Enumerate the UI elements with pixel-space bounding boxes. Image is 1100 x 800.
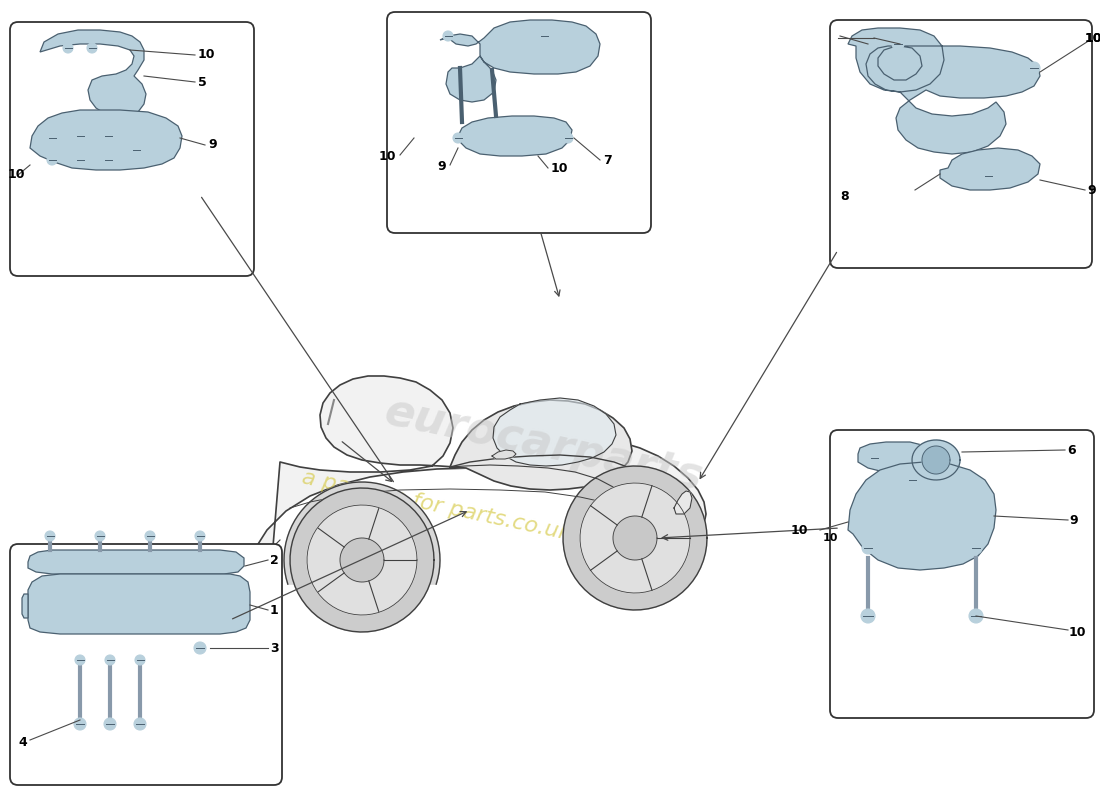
- Text: 8: 8: [840, 190, 848, 203]
- Circle shape: [195, 531, 205, 541]
- Circle shape: [75, 155, 85, 165]
- Circle shape: [862, 542, 874, 554]
- Polygon shape: [307, 505, 417, 615]
- Text: 9: 9: [1069, 514, 1078, 526]
- Text: 10: 10: [823, 533, 838, 543]
- Circle shape: [104, 655, 116, 665]
- FancyBboxPatch shape: [10, 544, 282, 785]
- Circle shape: [539, 31, 549, 41]
- FancyBboxPatch shape: [830, 20, 1092, 268]
- Polygon shape: [613, 516, 657, 560]
- Circle shape: [75, 655, 85, 665]
- Text: eurocarparts: eurocarparts: [379, 390, 706, 499]
- Polygon shape: [922, 446, 950, 474]
- Polygon shape: [580, 483, 690, 593]
- Circle shape: [103, 131, 113, 141]
- Circle shape: [45, 531, 55, 541]
- Text: 7: 7: [603, 154, 612, 167]
- Polygon shape: [848, 28, 1040, 154]
- Polygon shape: [340, 538, 384, 582]
- FancyBboxPatch shape: [830, 430, 1094, 718]
- Text: 9: 9: [208, 138, 217, 151]
- Circle shape: [892, 38, 904, 50]
- Circle shape: [453, 133, 463, 143]
- Circle shape: [145, 531, 155, 541]
- Polygon shape: [40, 30, 146, 116]
- Text: 9: 9: [1087, 183, 1096, 197]
- Circle shape: [47, 155, 57, 165]
- Text: 10: 10: [791, 523, 808, 537]
- Circle shape: [983, 171, 993, 181]
- Polygon shape: [848, 462, 996, 570]
- FancyBboxPatch shape: [387, 12, 651, 233]
- Text: 10: 10: [8, 169, 25, 182]
- Circle shape: [970, 542, 982, 554]
- Circle shape: [1028, 62, 1040, 74]
- Circle shape: [75, 131, 85, 141]
- Polygon shape: [30, 110, 182, 170]
- Text: 10: 10: [1085, 31, 1100, 45]
- Text: 4: 4: [18, 735, 26, 749]
- Text: 10: 10: [551, 162, 569, 174]
- Circle shape: [103, 155, 113, 165]
- Circle shape: [908, 475, 917, 485]
- Circle shape: [47, 133, 57, 143]
- Text: 10: 10: [1069, 626, 1087, 638]
- Text: 1: 1: [270, 603, 278, 617]
- Text: 3: 3: [270, 642, 278, 654]
- Polygon shape: [240, 376, 706, 655]
- Polygon shape: [940, 148, 1040, 190]
- Polygon shape: [440, 20, 600, 102]
- Circle shape: [861, 609, 875, 623]
- Circle shape: [131, 145, 141, 155]
- Circle shape: [563, 133, 573, 143]
- Polygon shape: [674, 491, 692, 514]
- Circle shape: [87, 43, 97, 53]
- Circle shape: [134, 718, 146, 730]
- Polygon shape: [290, 488, 434, 632]
- Text: a passion for parts.co.uk: a passion for parts.co.uk: [300, 467, 573, 544]
- Circle shape: [443, 31, 453, 41]
- Circle shape: [74, 718, 86, 730]
- Polygon shape: [858, 442, 934, 472]
- Circle shape: [135, 655, 145, 665]
- Text: 9: 9: [438, 161, 446, 174]
- Polygon shape: [458, 116, 572, 156]
- Polygon shape: [28, 574, 250, 634]
- Polygon shape: [912, 440, 960, 480]
- Polygon shape: [28, 550, 244, 574]
- Polygon shape: [492, 450, 516, 459]
- Polygon shape: [563, 466, 707, 610]
- Circle shape: [104, 718, 116, 730]
- Polygon shape: [284, 482, 440, 584]
- Polygon shape: [22, 594, 28, 618]
- Polygon shape: [493, 398, 616, 466]
- Text: 2: 2: [270, 554, 278, 566]
- Circle shape: [95, 531, 104, 541]
- Text: 10: 10: [198, 49, 216, 62]
- FancyBboxPatch shape: [10, 22, 254, 276]
- Text: 10: 10: [1085, 31, 1100, 45]
- Circle shape: [869, 453, 879, 463]
- Text: 6: 6: [1067, 443, 1076, 457]
- Text: 10: 10: [378, 150, 396, 162]
- Text: 5: 5: [198, 75, 207, 89]
- Circle shape: [969, 609, 983, 623]
- Circle shape: [194, 642, 206, 654]
- Circle shape: [63, 43, 73, 53]
- Polygon shape: [450, 400, 632, 490]
